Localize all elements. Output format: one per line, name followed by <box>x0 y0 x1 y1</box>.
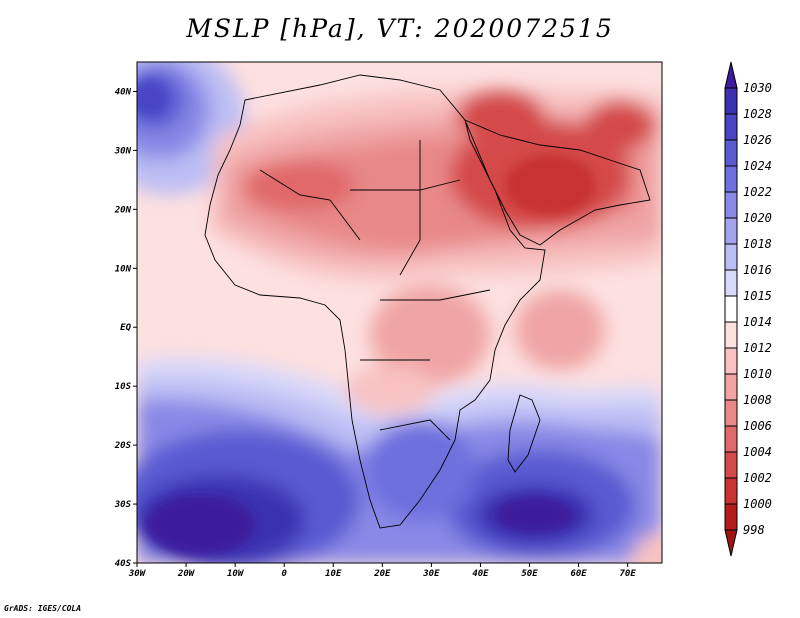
colorbar-label: 1020 <box>743 211 772 225</box>
x-tick-label: 20E <box>373 569 391 579</box>
colorbar-segment <box>724 87 738 115</box>
colorbar-segment <box>724 399 738 427</box>
coastlines <box>204 74 651 529</box>
x-tick-label: 0 <box>281 569 287 579</box>
x-tick-label: 10E <box>325 569 342 579</box>
colorbar-segment <box>724 113 738 141</box>
colorbar-segment <box>724 477 738 505</box>
colorbar-segment <box>724 243 738 271</box>
colorbar-label: 1006 <box>743 419 772 433</box>
pressure-field <box>137 62 662 563</box>
colorbar-label: 1015 <box>743 289 772 303</box>
colorbar-segment <box>724 451 738 479</box>
colorbar-segment <box>724 217 738 245</box>
map-title: MSLP [hPa], VT: 2020072515 <box>186 14 614 43</box>
colorbar-bottom-arrow <box>724 529 738 557</box>
colorbar-segment <box>724 139 738 167</box>
colorbar-label: 1030 <box>743 81 772 95</box>
colorbar-segment <box>724 295 738 323</box>
x-tick-label: 70E <box>620 569 637 579</box>
y-tick-label: EQ <box>120 323 131 333</box>
y-axis: 40N 30N 20N 10N EQ 10S 20S 30S 40S <box>114 87 137 569</box>
x-tick-label: 50E <box>521 569 538 579</box>
y-tick-label: 40S <box>115 559 132 569</box>
colorbar-label: 1008 <box>743 393 772 407</box>
x-tick-label: 20W <box>177 569 196 579</box>
colorbar-label: 1016 <box>743 263 772 277</box>
colorbar-segment <box>724 165 738 193</box>
colorbar-label: 1004 <box>743 445 772 459</box>
y-tick-label: 20S <box>114 441 132 451</box>
colorbar-segment <box>724 425 738 453</box>
colorbar-label: 1000 <box>743 497 772 511</box>
colorbar-label: 1010 <box>743 367 772 381</box>
y-tick-label: 30S <box>114 500 132 510</box>
x-tick-label: 60E <box>570 569 587 579</box>
y-tick-label: 30N <box>114 146 132 156</box>
colorbar-segment <box>724 503 738 531</box>
colorbar-top-arrow <box>724 61 738 89</box>
x-tick-label: 30W <box>128 569 147 579</box>
x-tick-label: 40E <box>472 569 489 579</box>
colorbar-segment <box>724 321 738 349</box>
colorbar-label: 1024 <box>743 159 772 173</box>
colorbar-label: 1012 <box>743 341 772 355</box>
plot-frame <box>136 61 663 564</box>
y-tick-label: 10N <box>115 264 132 274</box>
y-tick-label: 20N <box>114 205 132 215</box>
colorbar-segment <box>724 373 738 401</box>
credit-text: GrADS: IGES/COLA <box>4 604 82 613</box>
y-tick-label: 10S <box>115 382 132 392</box>
colorbar-segment <box>724 347 738 375</box>
x-tick-label: 30E <box>422 569 440 579</box>
x-axis: 30W 20W 10W 0 10E 20E 30E 40E 50E 60E 70E <box>128 563 636 579</box>
colorbar-label: 1028 <box>743 107 772 121</box>
colorbar-label: 1018 <box>743 237 772 251</box>
x-tick-label: 10W <box>227 569 245 579</box>
colorbar-label: 1022 <box>743 185 772 199</box>
y-tick-label: 40N <box>115 87 132 97</box>
colorbar-segment <box>724 191 738 219</box>
colorbar-label: 1014 <box>743 315 772 329</box>
colorbar-segment <box>724 269 738 297</box>
colorbar-label: 998 <box>743 523 765 537</box>
colorbar: 1030 1028 1026 1024 1022 1020 1018 1016 1015 1014… <box>724 61 772 557</box>
colorbar-label: 1002 <box>743 471 772 485</box>
colorbar-label: 1026 <box>743 133 772 147</box>
